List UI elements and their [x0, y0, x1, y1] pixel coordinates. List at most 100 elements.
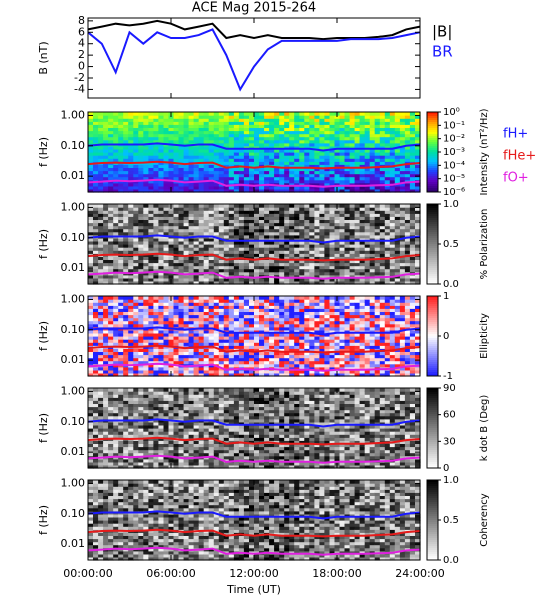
spectrogram-cell: [249, 234, 255, 239]
spectrogram-cell: [198, 207, 205, 211]
y-tick-label: 2: [78, 48, 85, 61]
spectrogram-cell: [399, 152, 406, 156]
spectrogram-cell: [98, 176, 104, 181]
spectrogram-cell: [399, 161, 406, 165]
spectrogram-cell: [384, 179, 391, 184]
spectrogram-cell: [389, 155, 396, 159]
spectrogram-cell: [284, 133, 290, 138]
spectrogram-cell: [254, 271, 260, 276]
spectrogram-cell: [158, 148, 164, 153]
colorbar-cell: [427, 172, 438, 175]
spectrogram-cell: [319, 158, 325, 162]
spectrogram-cell: [133, 213, 139, 217]
spectrogram-cell: [223, 142, 230, 147]
spectrogram-cell: [269, 228, 275, 233]
spectrogram-cell: [98, 296, 104, 300]
spectrogram-cell: [158, 188, 164, 193]
spectrogram-cell: [88, 185, 94, 190]
spectrogram-cell: [334, 161, 341, 165]
spectrogram-cell: [404, 155, 411, 159]
spectrogram-cell: [264, 176, 270, 181]
spectrogram-cell: [228, 262, 235, 267]
spectrogram-cell: [138, 130, 144, 135]
spectrogram-cell: [314, 152, 320, 156]
spectrogram-cell: [299, 228, 305, 233]
spectrogram-cell: [168, 219, 175, 224]
spectrogram-cell: [208, 124, 215, 128]
spectrogram-cell: [133, 277, 139, 282]
spectrogram-cell: [193, 237, 200, 242]
spectrogram-cell: [118, 152, 124, 156]
spectrogram-cell: [193, 240, 200, 245]
spectrogram-cell: [168, 228, 175, 233]
spectrogram-cell: [415, 173, 421, 178]
spectrogram-cell: [249, 262, 255, 267]
spectrogram-cell: [163, 225, 170, 230]
spectrogram-cell: [384, 155, 391, 159]
spectrogram-cell: [299, 136, 305, 141]
spectrogram-cell: [98, 274, 104, 279]
spectrogram-cell: [108, 296, 114, 300]
spectrogram-cell: [178, 155, 185, 159]
spectrogram-cell: [213, 210, 220, 214]
spectrogram-cell: [163, 280, 170, 285]
spectrogram-cell: [233, 240, 240, 245]
spectrogram-cell: [269, 121, 275, 125]
spectrogram-cell: [324, 296, 330, 300]
spectrogram-cell: [254, 155, 260, 159]
spectrogram-cell: [188, 145, 195, 150]
spectrogram-cell: [254, 158, 260, 162]
spectrogram-cell: [158, 204, 164, 208]
spectrogram-cell: [259, 216, 265, 220]
spectrogram-cell: [304, 158, 310, 162]
spectrogram-cell: [188, 274, 195, 279]
spectrogram-cell: [93, 133, 99, 138]
spectrogram-cell: [289, 139, 295, 144]
spectrogram-cell: [409, 145, 416, 150]
spectrogram-cell: [183, 244, 190, 248]
spectrogram-cell: [168, 250, 175, 254]
spectrogram-cell: [108, 139, 114, 144]
spectrogram-cell: [188, 188, 195, 193]
spectrogram-cell: [203, 225, 210, 230]
spectrogram-cell: [415, 170, 421, 175]
colorbar-tick-label: 10⁻⁵: [443, 174, 465, 185]
spectrogram-cell: [218, 280, 225, 285]
spectrogram-cell: [113, 148, 119, 153]
spectrogram-cell: [168, 164, 175, 168]
spectrogram-cell: [133, 115, 139, 119]
spectrogram-cell: [163, 244, 170, 248]
spectrogram-cell: [243, 210, 250, 214]
spectrogram-cell: [168, 268, 175, 273]
spectrogram-cell: [183, 207, 190, 211]
spectrogram-cell: [409, 188, 416, 193]
spectrogram-cell: [153, 173, 159, 178]
spectrogram-cell: [264, 155, 270, 159]
spectrogram-cell: [133, 176, 139, 181]
spectrogram-cell: [289, 225, 295, 230]
spectrogram-cell: [108, 182, 114, 187]
spectrogram-cell: [93, 155, 99, 159]
spectrogram-cell: [284, 176, 290, 181]
spectrogram-cell: [299, 256, 305, 260]
spectrogram-cell: [168, 121, 175, 125]
spectrogram-cell: [259, 136, 265, 141]
spectrogram-cell: [123, 231, 129, 236]
spectrogram-cell: [103, 133, 109, 138]
spectrogram-cell: [198, 256, 205, 260]
spectrogram-cell: [264, 222, 270, 227]
spectrogram-cell: [218, 158, 225, 162]
spectrogram-cell: [88, 139, 94, 144]
spectrogram-cell: [264, 185, 270, 190]
legend-entry: fHe+: [503, 149, 536, 164]
spectrogram-cell: [254, 185, 260, 190]
spectrogram-cell: [279, 296, 285, 300]
spectrogram-cell: [344, 185, 351, 190]
spectrogram-cell: [359, 167, 366, 172]
spectrogram-cell: [148, 225, 154, 230]
spectrogram-cell: [103, 164, 109, 168]
spectrogram-cell: [93, 207, 99, 211]
spectrogram-cell: [168, 170, 175, 175]
spectrogram-cell: [178, 121, 185, 125]
